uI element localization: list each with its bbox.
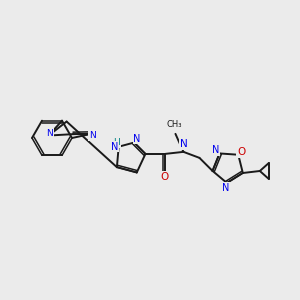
Text: O: O xyxy=(237,147,245,157)
Text: N: N xyxy=(46,129,53,138)
Text: N: N xyxy=(180,139,187,149)
Text: CH₃: CH₃ xyxy=(167,120,182,129)
Text: O: O xyxy=(160,172,169,182)
Text: N: N xyxy=(222,183,230,193)
Text: H: H xyxy=(113,138,120,147)
Text: N: N xyxy=(111,142,118,152)
Text: N: N xyxy=(134,134,141,143)
Text: N: N xyxy=(89,131,96,140)
Text: N: N xyxy=(212,146,219,155)
